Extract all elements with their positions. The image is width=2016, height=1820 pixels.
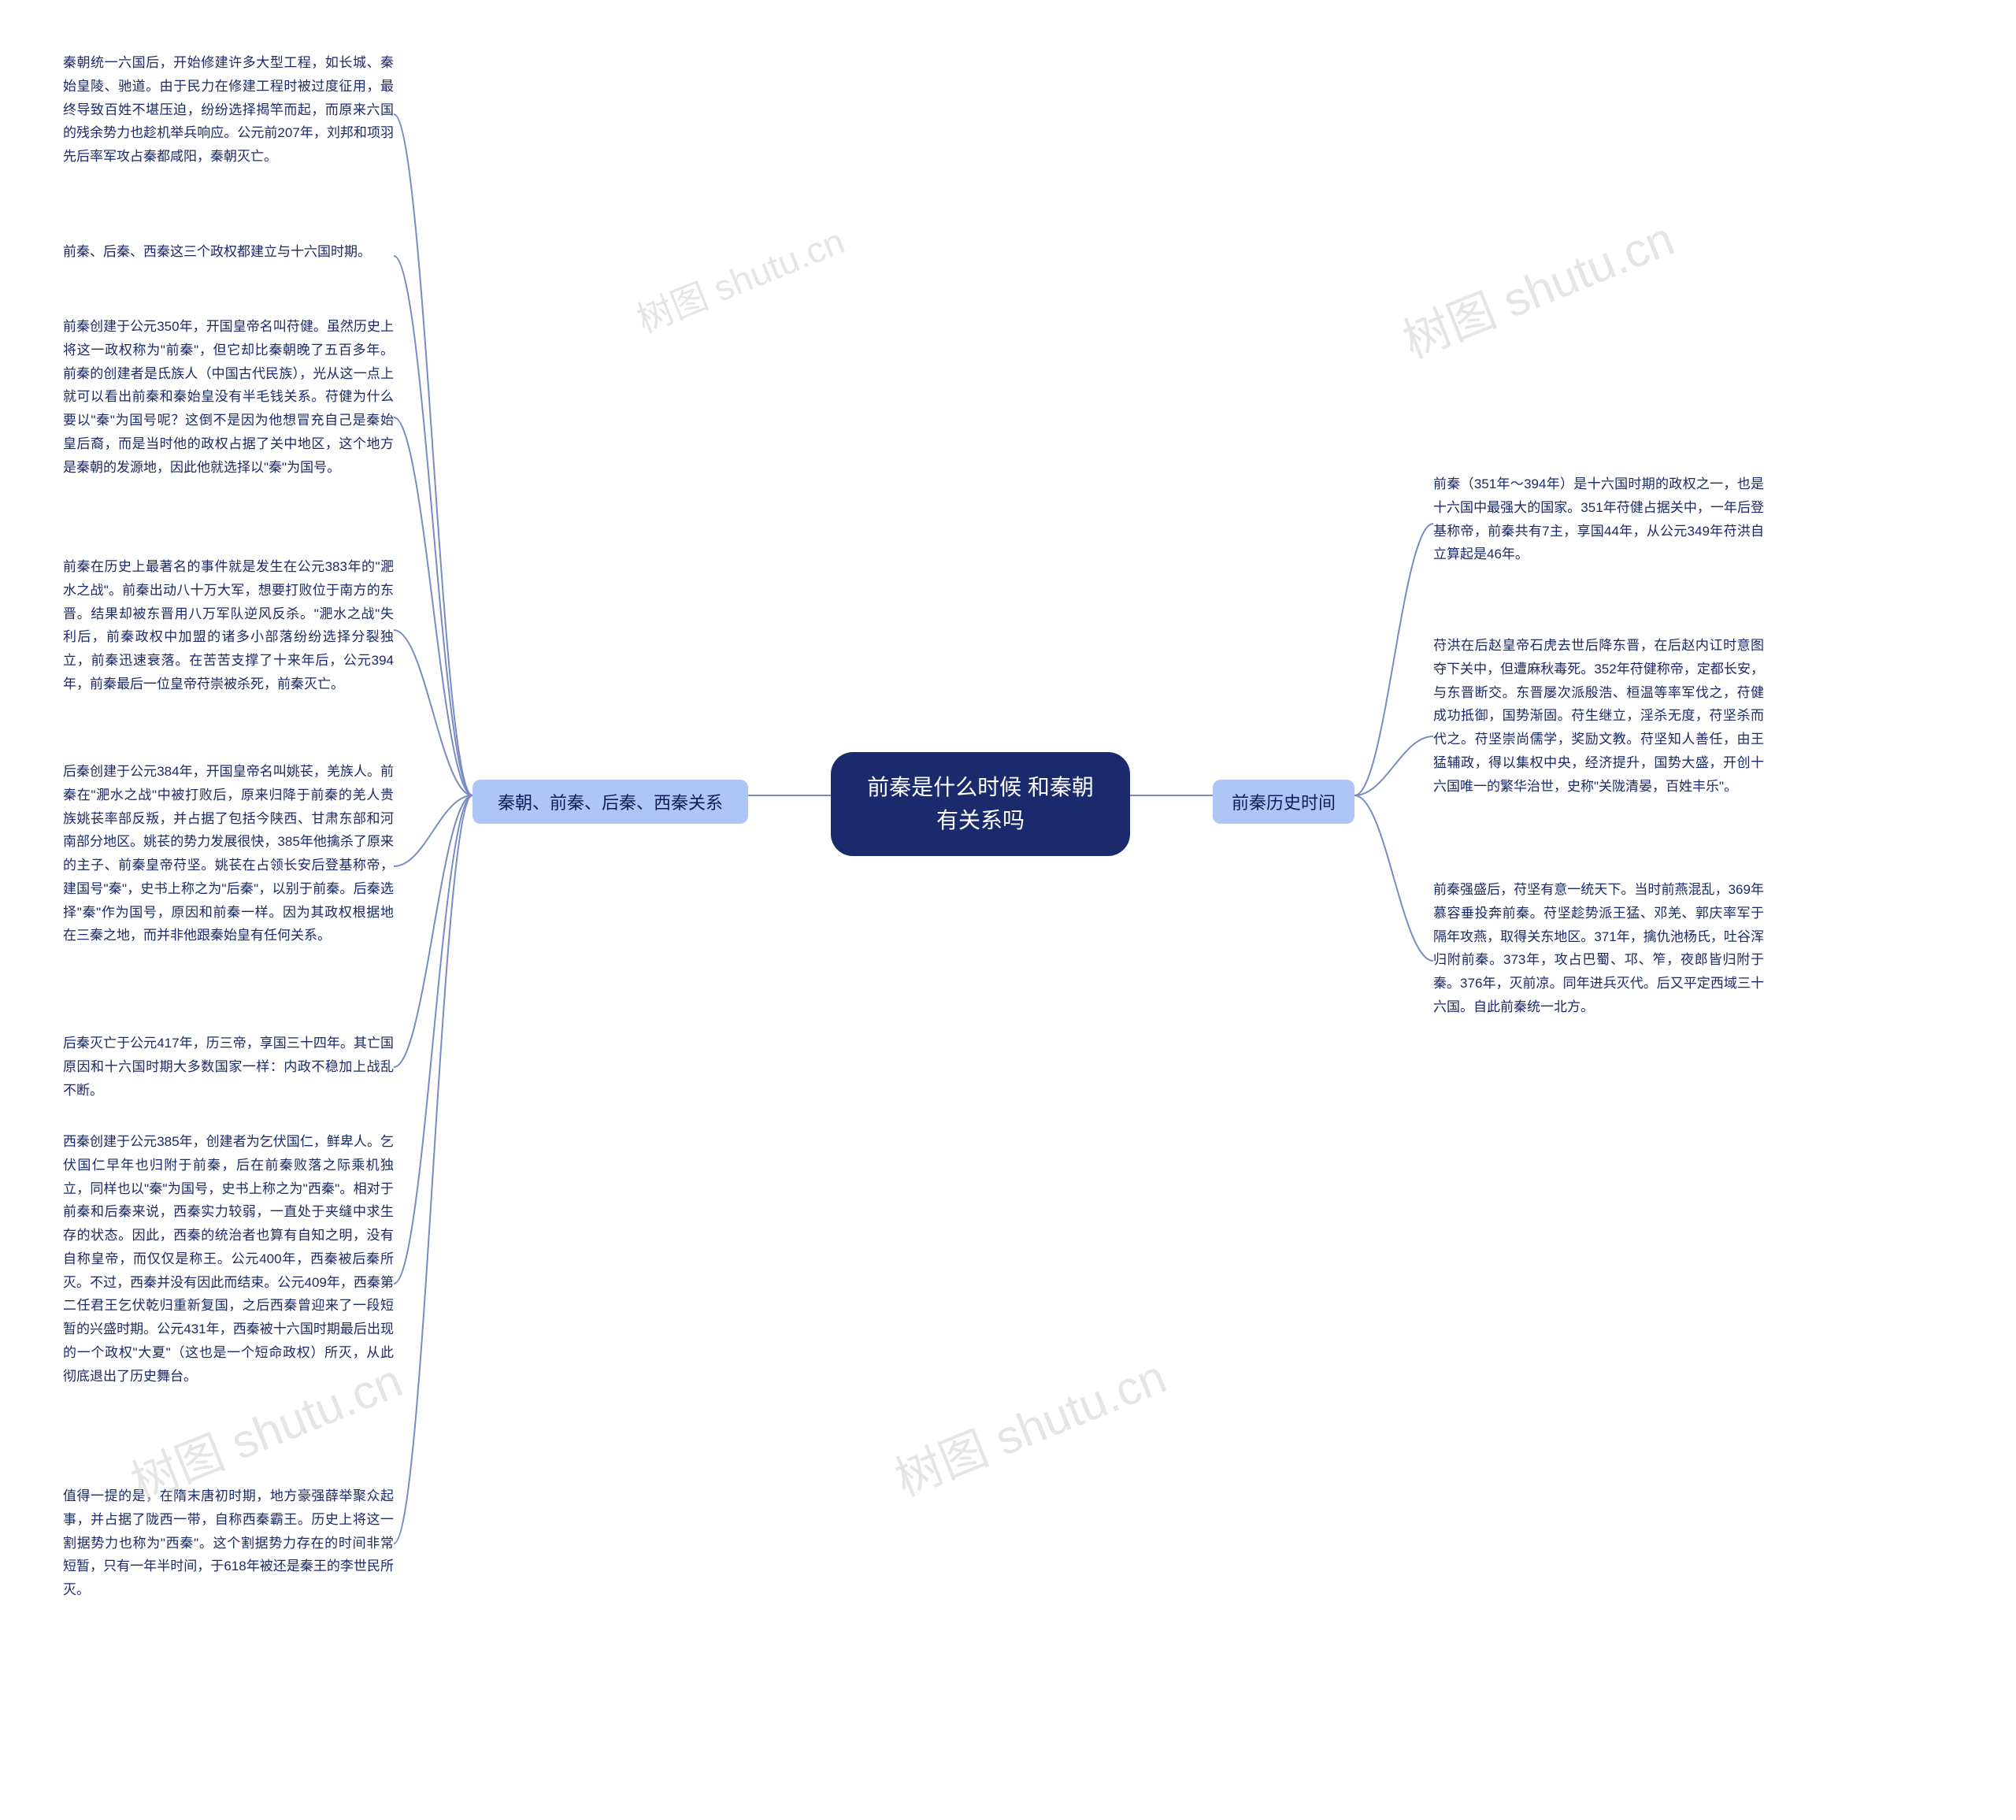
branch-qin-relations[interactable]: 秦朝、前秦、后秦、西秦关系 <box>472 780 748 824</box>
leaf-fuhong-fujian: 苻洪在后赵皇帝石虎去世后降东晋，在后赵内讧时意图夺下关中，但遭麻秋毒死。352年… <box>1433 634 1764 798</box>
leaf-qianqin-founding: 前秦创建于公元350年，开国皇帝名叫苻健。虽然历史上将这一政权称为"前秦"，但它… <box>63 315 394 479</box>
leaf-sixteen-kingdoms: 前秦、后秦、西秦这三个政权都建立与十六国时期。 <box>63 240 394 264</box>
leaf-qianqin-unify: 前秦强盛后，苻坚有意一统天下。当时前燕混乱，369年慕容垂投奔前秦。苻坚趁势派王… <box>1433 878 1764 1019</box>
leaf-qianqin-timeline: 前秦（351年～394年）是十六国时期的政权之一，也是十六国中最强大的国家。35… <box>1433 473 1764 566</box>
leaf-sui-tang-xiqin: 值得一提的是，在隋末唐初时期，地方豪强薛举聚众起事，并占据了陇西一带，自称西秦霸… <box>63 1485 394 1602</box>
leaf-houqin-founding: 后秦创建于公元384年，开国皇帝名叫姚苌，羌族人。前秦在"淝水之战"中被打败后，… <box>63 760 394 947</box>
leaf-xiqin: 西秦创建于公元385年，创建者为乞伏国仁，鲜卑人。乞伏国仁早年也归附于前秦，后在… <box>63 1130 394 1388</box>
center-topic[interactable]: 前秦是什么时候 和秦朝有关系吗 <box>831 752 1130 856</box>
leaf-feishui-battle: 前秦在历史上最著名的事件就是发生在公元383年的"淝水之战"。前秦出动八十万大军… <box>63 555 394 696</box>
branch-qianqin-history[interactable]: 前秦历史时间 <box>1213 780 1354 824</box>
leaf-houqin-fall: 后秦灭亡于公元417年，历三帝，享国三十四年。其亡国原因和十六国时期大多数国家一… <box>63 1032 394 1102</box>
leaf-qin-fall: 秦朝统一六国后，开始修建许多大型工程，如长城、秦始皇陵、驰道。由于民力在修建工程… <box>63 51 394 169</box>
